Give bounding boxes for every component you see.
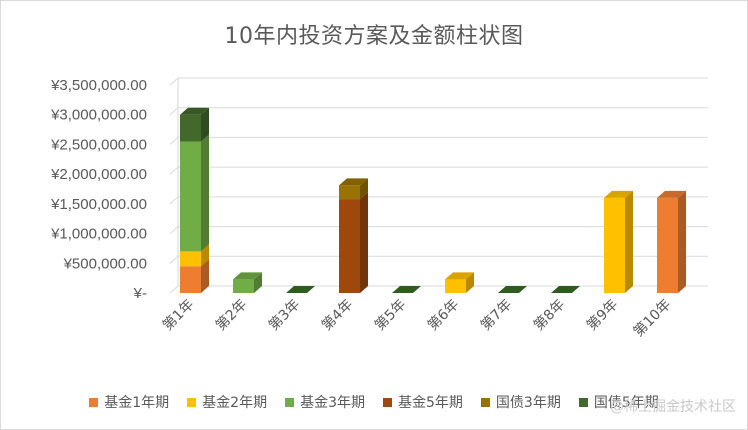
- bar-segment-top: [180, 107, 209, 115]
- bar-segment-top: [233, 272, 262, 280]
- bar-zero-marker: [392, 286, 421, 293]
- x-tick-label: 第5年: [371, 296, 409, 334]
- gridline-depth: [169, 166, 179, 175]
- legend-swatch: [187, 397, 197, 407]
- bar-segment-side: [201, 259, 209, 293]
- bar-segment: [180, 266, 201, 293]
- legend-item: 国债3年期: [480, 392, 561, 412]
- x-tick-label: 第1年: [159, 296, 197, 334]
- bar-segment-top: [604, 190, 633, 198]
- y-tick-label: ¥1,000,000.00: [50, 226, 147, 243]
- bar-zero-marker: [551, 286, 580, 293]
- x-tick-label: 第6年: [424, 296, 462, 334]
- bar-segment-side: [678, 190, 686, 293]
- bar-segment: [180, 114, 201, 142]
- bar-segment-top: [339, 178, 368, 186]
- bar-segment: [339, 185, 360, 200]
- bar-segment-side: [625, 190, 633, 293]
- bar-segment: [445, 279, 466, 293]
- x-tick-label: 第2年: [212, 296, 250, 334]
- bar-segment: [657, 197, 678, 293]
- bar-segment-side: [201, 107, 209, 142]
- gridline-depth: [169, 255, 179, 264]
- bar-segment-side: [360, 192, 368, 293]
- y-tick-label: ¥2,500,000.00: [50, 136, 147, 153]
- legend-label: 基金3年期: [300, 395, 365, 411]
- x-tick-label: 第3年: [265, 296, 303, 334]
- gridline-depth: [169, 285, 179, 294]
- legend-item: 国债5年期: [578, 392, 659, 412]
- gridline-depth: [169, 137, 179, 145]
- legend-swatch: [285, 397, 295, 407]
- bar-segment-side: [201, 134, 209, 252]
- chart-title: 10年内投资方案及金额柱状图: [224, 24, 524, 49]
- y-tick-label: ¥-: [133, 285, 147, 302]
- x-tick-label: 第10年: [630, 296, 674, 340]
- legend-label: 国债3年期: [495, 395, 561, 411]
- x-tick-label: 第4年: [318, 296, 356, 334]
- bar-segment: [180, 251, 201, 267]
- bar-zero-marker: [498, 286, 527, 293]
- bar-segment: [233, 279, 254, 293]
- x-tick-label: 第7年: [477, 296, 515, 334]
- bar-segment-top: [657, 190, 686, 198]
- bar-segment: [604, 197, 625, 293]
- gridline-depth: [169, 196, 179, 205]
- legend-label: 国债5年期: [593, 395, 659, 411]
- x-tick-label: 第9年: [583, 296, 621, 334]
- bar-zero-marker: [286, 286, 315, 293]
- gridline-depth: [169, 77, 179, 86]
- y-tick-label: ¥500,000.00: [63, 255, 147, 272]
- legend-label: 基金2年期: [202, 395, 268, 411]
- legend-item: 基金1年期: [89, 392, 169, 412]
- legend-swatch: [480, 397, 490, 407]
- y-tick-label: ¥2,000,000.00: [50, 166, 147, 183]
- bar-segment: [180, 141, 201, 252]
- y-tick-label: ¥3,000,000.00: [50, 107, 147, 124]
- bar-segment-side: [466, 272, 474, 293]
- gridline-depth: [169, 107, 179, 116]
- legend-label: 基金1年期: [104, 395, 170, 411]
- bar-segment-top: [445, 272, 474, 280]
- bar-segment-side: [360, 178, 368, 200]
- legend-swatch: [383, 397, 392, 407]
- gridline-depth: [169, 226, 179, 234]
- chart-legend: 基金1年期 基金2年期 基金3年期 基金5年期 国债3年期 国债5年期: [0, 390, 748, 414]
- bar-segment-side: [201, 244, 209, 267]
- x-tick-label: 第8年: [530, 296, 568, 334]
- legend-item: 基金5年期: [383, 392, 463, 412]
- y-tick-label: ¥3,500,000.00: [50, 77, 147, 94]
- bar-segment: [339, 199, 360, 293]
- legend-label: 基金5年期: [398, 395, 463, 411]
- legend-item: 基金3年期: [285, 392, 365, 412]
- bar-segment-side: [254, 272, 262, 293]
- legend-swatch: [89, 397, 99, 407]
- watermark-text: @稀土掘金技术社区: [610, 399, 736, 415]
- legend-swatch: [578, 397, 588, 407]
- y-tick-label: ¥1,500,000.00: [50, 196, 147, 213]
- legend-item: 基金2年期: [187, 392, 267, 412]
